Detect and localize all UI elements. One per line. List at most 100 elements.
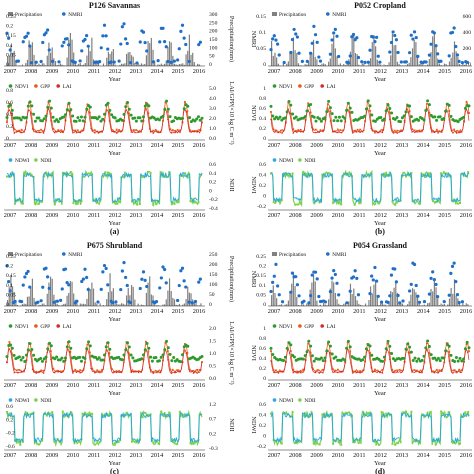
nmri-point [112,60,116,64]
precipitation-bar [25,63,27,66]
precipitation-bar [433,32,435,66]
right-tick-label: 4.0 [209,96,216,102]
left-tick-label: -0.2 [6,431,15,437]
ndvi-point [170,359,174,363]
ndii-marker [16,199,19,202]
gpp-marker [379,371,381,374]
nmri-point [36,300,40,304]
nmri-point [297,51,301,55]
precipitation-bar [294,50,296,66]
ndvi-point [17,355,21,359]
ndvi-point [390,352,394,356]
x-tick-label-top-2009: 2009 [46,68,59,75]
lai-marker [39,131,41,134]
precipitation-bar [299,305,301,306]
left-tick-label: 0.4 [259,413,266,419]
precipitation-bar [68,293,70,306]
lai-marker [104,352,107,355]
ndvi-point [101,117,105,121]
nmri-point [272,34,276,38]
lai-marker [292,131,295,134]
precipitation-bar [416,296,419,306]
x-tick-label-bottom-2009: 2009 [46,212,59,219]
precipitation-bar [427,303,429,306]
ndvi-point [292,355,296,359]
x-tick-label-bottom-2009: 2009 [310,452,323,459]
gpp-marker [421,371,423,374]
nmri-point [450,30,455,35]
nmri-point [292,27,296,32]
ndvi-point [129,353,133,357]
nmri-point [28,44,32,48]
right-tick-label: 200 [209,262,218,268]
nmri-point [363,60,367,65]
gpp-marker [120,370,123,373]
nmri-point [269,48,273,52]
precipitation-bar [10,44,12,66]
ndvi-point [426,99,430,103]
ndii-marker [291,172,294,175]
lai-marker [42,131,45,134]
gpp-marker [13,128,16,131]
lai-marker [115,371,118,374]
precipitation-bar [119,304,121,306]
gpp-marker [169,368,172,371]
precipitation-bar [11,286,14,306]
gpp-marker [132,370,135,373]
right-axis-label: LAI/GPP(×10 kg C m⁻²) [228,321,235,384]
ndii-marker [88,172,91,175]
precipitation-bar [353,288,355,306]
precipitation-bar [144,63,146,66]
left-tick-label: 0.25 [6,14,16,20]
gpp-marker [154,128,157,131]
nmri-point [20,300,24,304]
ndii-marker [77,440,80,443]
nmri-point [67,43,71,47]
ndii-marker [112,443,115,446]
ndii-marker [144,411,147,414]
precipitation-bar [53,294,55,306]
lai-marker [101,130,103,133]
right-tick-label: 50 [209,54,215,60]
precipitation-bar [343,63,345,66]
lai-marker [170,131,173,134]
nmri-point [52,300,56,304]
gpp-marker [270,111,272,113]
left-tick-label: 0.6 [259,402,266,408]
precipitation-bar [413,39,415,66]
ndvi-point [368,104,372,108]
precipitation-bar [435,45,437,66]
legend-swatch-ndvi [272,84,277,88]
left-tick-label: 0.8 [259,336,266,342]
precipitation-bar [121,303,123,306]
legend-swatch-gpp [298,324,302,328]
gpp-marker [88,111,91,114]
ndii-marker [280,199,283,202]
precipitation-bar [425,65,427,66]
precipitation-bar [438,63,440,66]
nmri-point [417,300,422,304]
ndvi-point [71,114,75,118]
legend-swatch-lai [56,324,60,328]
lai-marker [296,371,298,374]
precipitation-bar [447,304,449,306]
ndvi-point [83,357,87,361]
gpp-marker [299,369,302,372]
gpp-marker [42,369,45,372]
ndvi-point [462,115,466,119]
ndvi-point [456,120,460,124]
gpp-marker [391,369,394,371]
ndwi-line [6,411,202,445]
nmri-point [111,301,115,305]
precipitation-bar [323,303,325,306]
nmri-point [371,35,375,39]
lai-marker [273,371,276,374]
ndii-marker [450,440,453,443]
precipitation-bar [463,64,466,66]
gpp-marker [369,109,371,112]
precipitation-bar [150,37,152,66]
nmri-point [122,22,126,26]
gpp-marker [374,368,376,371]
precipitation-bar [26,296,29,306]
